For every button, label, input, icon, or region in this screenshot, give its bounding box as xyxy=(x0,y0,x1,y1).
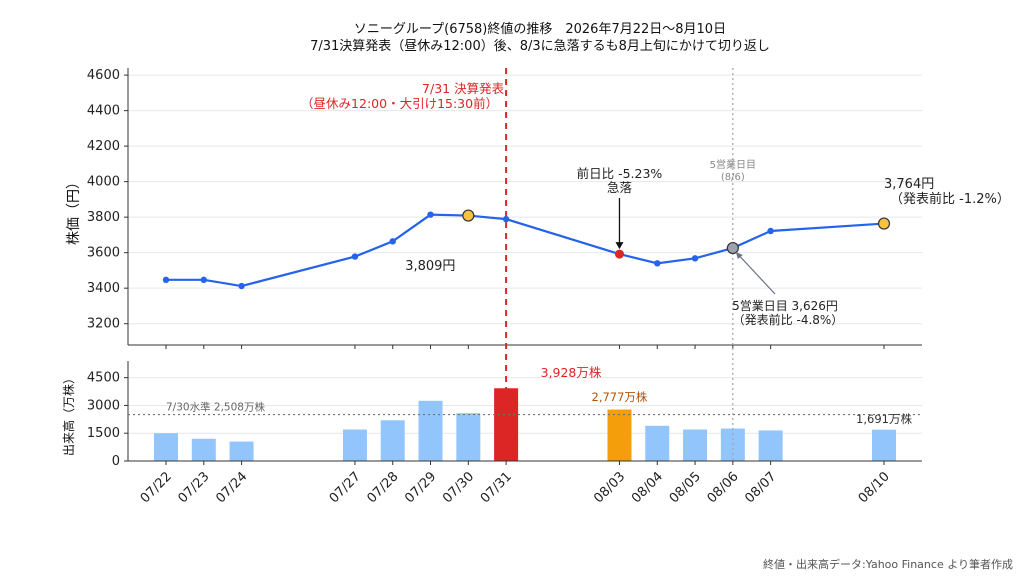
volume-bar xyxy=(683,429,708,461)
price-point-highlight xyxy=(462,209,475,222)
x-tick-label: 07/27 xyxy=(327,469,364,506)
day5-label-line1: 5営業日目 3,626円 xyxy=(732,299,838,313)
volume-bar xyxy=(758,430,783,461)
price-y-tick-label: 4200 xyxy=(87,139,120,154)
x-tick-label: 08/10 xyxy=(856,469,893,506)
earnings-label-line2: （昼休み12:00・大引け15:30前） xyxy=(301,96,498,111)
price-point xyxy=(767,227,774,235)
price-point-day5 xyxy=(726,241,739,255)
price-point-drop xyxy=(614,249,624,259)
price-point xyxy=(427,211,434,218)
drop-label-line1: 前日比 -5.23% xyxy=(577,166,663,181)
volume-bar xyxy=(456,413,481,461)
x-tick-label: 08/05 xyxy=(667,469,704,506)
day5-arrow-shaft xyxy=(736,252,776,295)
price-y-tick-label: 4400 xyxy=(87,104,120,119)
x-tick-label: 08/06 xyxy=(705,469,742,506)
chart-title: ソニーグループ(6758)終値の推移 2026年7月22日〜8月10日 xyxy=(354,21,726,37)
earnings-label-line1: 7/31 決算発表 xyxy=(422,81,505,96)
volume-y-tick-label: 4500 xyxy=(87,371,120,386)
last-price-label-line1: 3,764円 xyxy=(884,177,934,192)
x-tick-label: 07/30 xyxy=(440,469,477,506)
price-point xyxy=(351,253,359,260)
price-y-tick-label: 3600 xyxy=(87,246,120,261)
day5-label-line2: （発表前比 -4.8%） xyxy=(733,312,844,327)
day5-top-label-line2: (8/6) xyxy=(721,172,745,183)
volume-y-axis-label: 出来高（万株） xyxy=(61,372,76,456)
annotation-layer: 7/31 決算発表（昼休み12:00・大引け15:30前） 5営業日目(8/6) 3… xyxy=(162,68,1010,461)
volume-y-tick-label: 3000 xyxy=(87,398,120,413)
price-y-tick-label: 4600 xyxy=(87,68,120,83)
last-price-label-line2: （発表前比 -1.2%） xyxy=(890,191,1010,207)
volume-bar xyxy=(229,441,254,461)
price-point xyxy=(162,276,170,284)
x-tick-label: 07/24 xyxy=(213,469,250,506)
x-tick-label: 07/22 xyxy=(138,469,175,506)
x-tick-label: 07/31 xyxy=(478,469,515,506)
price-y-tick-label: 4000 xyxy=(87,175,120,190)
x-tick-label: 08/04 xyxy=(629,469,666,506)
x-tick-label: 07/28 xyxy=(364,469,401,506)
volume-y-tick-label: 0 xyxy=(112,454,120,469)
volume-bar xyxy=(418,400,443,461)
price-y-tick-label: 3400 xyxy=(87,281,120,296)
volume-aug03-label: 2,777万株 xyxy=(592,390,648,404)
price-series-line xyxy=(166,213,885,288)
volume-bar xyxy=(191,438,216,461)
x-tick-label: 08/03 xyxy=(591,469,628,506)
day5-arrow-head xyxy=(735,252,743,260)
price-y-axis-label: 株価（円） xyxy=(66,175,82,245)
drop-label-line2: 急落 xyxy=(607,180,633,195)
jul30-price-label: 3,809円 xyxy=(405,259,455,274)
volume-bar xyxy=(342,429,367,461)
volume-bar xyxy=(607,409,632,461)
drop-arrow-head xyxy=(615,242,624,250)
price-point xyxy=(691,255,699,262)
volume-y-tick-label: 1500 xyxy=(87,426,120,441)
source-note: 終値・出来高データ:Yahoo Finance より筆者作成 xyxy=(763,557,1013,571)
day5-top-label-line1: 5営業日目 xyxy=(710,158,756,171)
price-y-tick-label: 3800 xyxy=(87,210,120,225)
price-point xyxy=(389,238,396,245)
volume-bar xyxy=(872,429,896,461)
volume-bar xyxy=(380,420,405,461)
x-tick-label: 07/29 xyxy=(402,469,439,506)
volume-panel: 0 1500 3000 4500 7/30水準 2,508万株 xyxy=(87,361,922,469)
volume-bar xyxy=(645,425,670,461)
volume-aug10-label: 1,691万株 xyxy=(856,412,912,426)
volume-bar xyxy=(154,433,178,461)
price-point xyxy=(502,215,510,223)
price-point-highlight xyxy=(877,217,891,230)
chart-subtitle: 7/31決算発表（昼休み12:00）後、8/3に急落するも8月上旬にかけて切り返… xyxy=(310,39,770,54)
price-panel: 3200 3400 3600 3800 4000 4200 4400 4600 xyxy=(87,68,922,346)
price-y-tick-label: 3200 xyxy=(87,317,120,332)
price-point xyxy=(654,260,661,267)
price-point xyxy=(200,276,207,284)
volume-reference-label: 7/30水準 2,508万株 xyxy=(166,401,265,414)
x-tick-label: 08/07 xyxy=(742,469,779,506)
volume-jul31-label: 3,928万株 xyxy=(541,365,602,380)
x-tick-label: 07/23 xyxy=(176,469,213,506)
price-point xyxy=(238,282,245,290)
